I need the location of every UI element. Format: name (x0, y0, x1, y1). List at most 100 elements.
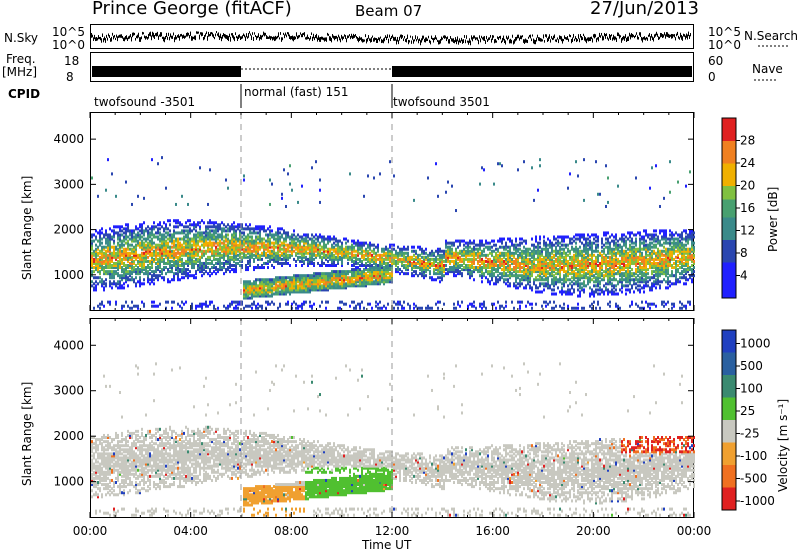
power-cell (365, 261, 367, 265)
power-cell (217, 306, 219, 310)
power-cell (197, 268, 199, 272)
power-cell (265, 233, 267, 237)
power-cell (543, 278, 545, 282)
power-cell (163, 259, 165, 263)
nsky-noise (181, 33, 182, 37)
power-cell (251, 294, 253, 298)
power-cell (261, 282, 263, 286)
power-cell (481, 266, 483, 270)
power-cell (205, 237, 207, 241)
nsky-noise (118, 35, 119, 38)
power-cell (199, 259, 201, 263)
nsky-noise (629, 32, 630, 37)
power-cell (445, 268, 447, 272)
nsky-noise (623, 35, 624, 40)
power-cell (211, 259, 213, 263)
power-cell (163, 253, 165, 257)
power-cell (105, 266, 107, 270)
power-cell (125, 227, 127, 231)
power-cell (291, 233, 293, 237)
power-cell (145, 259, 147, 263)
power-cell (187, 241, 189, 245)
power-cell (429, 251, 431, 255)
power-cell (461, 257, 463, 261)
nsky-noise (675, 37, 676, 41)
power-cell (289, 276, 291, 280)
power-cell (233, 259, 235, 263)
power-cell (163, 239, 165, 243)
power-cell (243, 227, 245, 231)
power-cell (417, 245, 419, 249)
power-cell (143, 261, 145, 265)
power-cell (111, 259, 113, 263)
nsky-noise (526, 39, 527, 43)
power-cell (327, 255, 329, 259)
power-cell (125, 274, 127, 278)
power-cell (329, 239, 331, 243)
power-cell (125, 237, 127, 241)
power-cell (115, 302, 117, 306)
power-cell (311, 233, 313, 237)
power-cell (125, 249, 127, 253)
power-cell (461, 249, 463, 253)
power-cell (191, 243, 193, 247)
power-cell (501, 245, 503, 249)
power-cell (333, 253, 335, 257)
power-cell (157, 274, 159, 278)
nsky-noise (575, 36, 576, 40)
nsky-noise (461, 37, 462, 42)
power-cell (125, 241, 127, 245)
power-cell (229, 266, 231, 270)
power-cell (185, 274, 187, 278)
power-cell (111, 253, 113, 257)
power-cell (239, 231, 241, 235)
nsky-noise (599, 32, 600, 38)
power-cell (105, 249, 107, 253)
power-cell (105, 257, 107, 261)
power-cell (195, 233, 197, 237)
power-cell (285, 247, 287, 251)
power-cell (155, 276, 157, 280)
power-cell (243, 178, 245, 182)
power-cell (267, 237, 269, 241)
power-cell (229, 229, 231, 233)
nsky-noise (587, 37, 588, 41)
nsky-noise (396, 39, 397, 45)
power-cell (127, 257, 129, 261)
power-cell (295, 241, 297, 245)
power-cell (309, 251, 311, 255)
power-cell (283, 290, 285, 294)
power-cell (249, 284, 251, 288)
power-cell (149, 233, 151, 237)
power-cell (347, 278, 349, 282)
power-cell (307, 247, 309, 251)
power-cell (377, 243, 379, 247)
power-cell (149, 261, 151, 265)
power-cell (175, 221, 177, 225)
power-cell (269, 286, 271, 290)
power-cell (247, 235, 249, 239)
power-cell (91, 241, 93, 245)
nsky-noise (135, 37, 136, 41)
power-cell (479, 182, 481, 186)
power-cell (171, 263, 173, 267)
power-cell (103, 251, 105, 255)
nsky-noise (343, 36, 344, 39)
power-cell (417, 266, 419, 270)
nsky-noise (386, 36, 387, 41)
power-cell (195, 245, 197, 249)
power-cell (141, 235, 143, 239)
power-cell (201, 302, 203, 306)
power-cell (287, 282, 289, 286)
nsky-noise (585, 37, 586, 42)
power-cell (343, 282, 345, 286)
power-cell (447, 245, 449, 249)
nsky-noise (689, 35, 690, 39)
power-cell (539, 235, 541, 239)
power-cell (303, 284, 305, 288)
power-cell (353, 270, 355, 274)
power-cell (189, 237, 191, 241)
power-cell (351, 274, 353, 278)
power-cell (197, 243, 199, 247)
power-cell (255, 292, 257, 296)
